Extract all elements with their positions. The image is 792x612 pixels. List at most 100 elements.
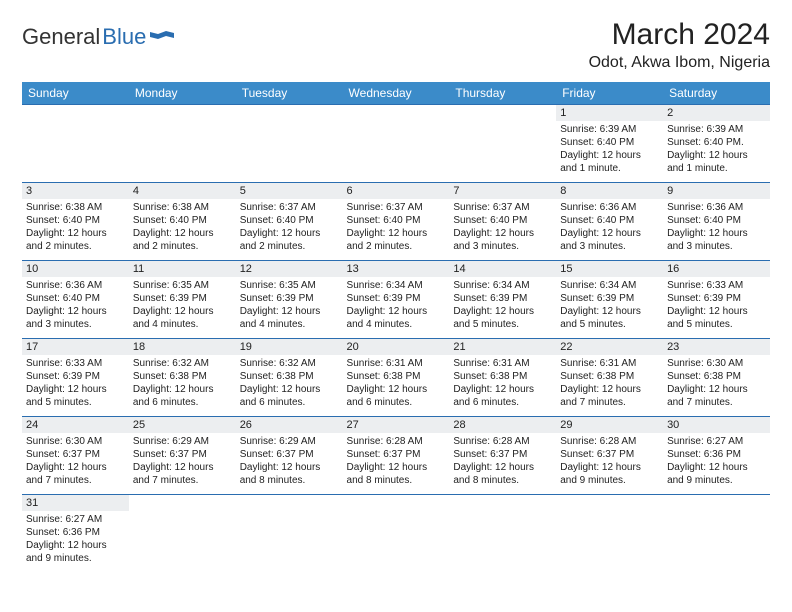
calendar-cell: 8Sunrise: 6:36 AMSunset: 6:40 PMDaylight…: [556, 183, 663, 261]
sunset-text: Sunset: 6:38 PM: [240, 370, 339, 383]
calendar-cell: 11 Sunrise: 6:35 AMSunset: 6:39 PMDayligh…: [129, 261, 236, 339]
calendar-cell: 13Sunrise: 6:34 AMSunset: 6:39 PMDayligh…: [343, 261, 450, 339]
sun-data: Sunrise: 6:35 AMSunset: 6:39 PMDaylight:…: [133, 279, 232, 331]
calendar-cell: 1Sunrise: 6:39 AMSunset: 6:40 PMDaylight…: [556, 105, 663, 183]
sunrise-text: Sunrise: 6:35 AM: [133, 279, 232, 292]
calendar-table: SundayMondayTuesdayWednesdayThursdayFrid…: [22, 82, 770, 573]
sunset-text: Sunset: 6:37 PM: [26, 448, 125, 461]
calendar-row: 24Sunrise: 6:30 AMSunset: 6:37 PMDayligh…: [22, 417, 770, 495]
calendar-row: 10 Sunrise: 6:36 AMSunset: 6:40 PMDayligh…: [22, 261, 770, 339]
day-number: 17: [22, 339, 129, 355]
sun-data: Sunrise: 6:34 AMSunset: 6:39 PMDaylight:…: [560, 279, 659, 331]
sunset-text: Sunset: 6:38 PM: [667, 370, 766, 383]
location: Odot, Akwa Ibom, Nigeria: [589, 54, 770, 72]
sun-data: Sunrise: 6:36 AMSunset: 6:40 PMDaylight:…: [26, 279, 125, 331]
calendar-cell: 2Sunrise: 6:39 AMSunset: 6:40 PM.Dayligh…: [663, 105, 770, 183]
sunset-text: Sunset: 6:37 PM: [347, 448, 446, 461]
day-number: 25: [129, 417, 236, 433]
sunrise-text: Sunrise: 6:37 AM: [347, 201, 446, 214]
calendar-cell: 7Sunrise: 6:37 AMSunset: 6:40 PMDaylight…: [449, 183, 556, 261]
sunrise-text: Sunrise: 6:37 AM: [240, 201, 339, 214]
daylight-text: Daylight: 12 hours and 8 minutes.: [453, 461, 552, 487]
sunrise-text: Sunrise: 6:34 AM: [560, 279, 659, 292]
day-number: 3: [22, 183, 129, 199]
sunset-text: Sunset: 6:39 PM: [560, 292, 659, 305]
sunset-text: Sunset: 6:37 PM: [560, 448, 659, 461]
daylight-text: Daylight: 12 hours and 8 minutes.: [347, 461, 446, 487]
sunrise-text: Sunrise: 6:36 AM: [560, 201, 659, 214]
daylight-text: Daylight: 12 hours and 7 minutes.: [133, 461, 232, 487]
sunrise-text: Sunrise: 6:39 AM: [560, 123, 659, 136]
sun-data: Sunrise: 6:32 AMSunset: 6:38 PMDaylight:…: [133, 357, 232, 409]
sun-data: Sunrise: 6:30 AMSunset: 6:37 PMDaylight:…: [26, 435, 125, 487]
daylight-text: Daylight: 12 hours and 6 minutes.: [133, 383, 232, 409]
weekday-header: Sunday: [22, 82, 129, 105]
calendar-cell: 22Sunrise: 6:31 AMSunset: 6:38 PMDayligh…: [556, 339, 663, 417]
day-number: 5: [236, 183, 343, 199]
sunset-text: Sunset: 6:40 PM: [560, 136, 659, 149]
sunrise-text: Sunrise: 6:29 AM: [133, 435, 232, 448]
day-number: 8: [556, 183, 663, 199]
daylight-text: Daylight: 12 hours and 5 minutes.: [560, 305, 659, 331]
calendar-cell: 24Sunrise: 6:30 AMSunset: 6:37 PMDayligh…: [22, 417, 129, 495]
day-number: 29: [556, 417, 663, 433]
sunrise-text: Sunrise: 6:36 AM: [667, 201, 766, 214]
sunset-text: Sunset: 6:40 PM: [560, 214, 659, 227]
day-number: 4: [129, 183, 236, 199]
sunrise-text: Sunrise: 6:34 AM: [347, 279, 446, 292]
day-number: 12: [236, 261, 343, 277]
sunrise-text: Sunrise: 6:36 AM: [26, 279, 125, 292]
month-title: March 2024: [589, 18, 770, 52]
sunset-text: Sunset: 6:40 PM: [667, 214, 766, 227]
sun-data: Sunrise: 6:28 AMSunset: 6:37 PMDaylight:…: [347, 435, 446, 487]
daylight-text: Daylight: 12 hours and 6 minutes.: [347, 383, 446, 409]
sunset-text: Sunset: 6:38 PM: [453, 370, 552, 383]
calendar-cell: 19Sunrise: 6:32 AMSunset: 6:38 PMDayligh…: [236, 339, 343, 417]
sunrise-text: Sunrise: 6:27 AM: [667, 435, 766, 448]
day-number: 23: [663, 339, 770, 355]
calendar-row: 3Sunrise: 6:38 AMSunset: 6:40 PMDaylight…: [22, 183, 770, 261]
day-number: 30: [663, 417, 770, 433]
sun-data: Sunrise: 6:31 AMSunset: 6:38 PMDaylight:…: [347, 357, 446, 409]
sun-data: Sunrise: 6:31 AMSunset: 6:38 PMDaylight:…: [560, 357, 659, 409]
day-number: 11: [129, 261, 236, 277]
calendar-cell: 6 Sunrise: 6:37 AMSunset: 6:40 PMDaylight…: [343, 183, 450, 261]
day-number: 6: [343, 183, 450, 199]
sunset-text: Sunset: 6:40 PM: [453, 214, 552, 227]
daylight-text: Daylight: 12 hours and 7 minutes.: [560, 383, 659, 409]
sunset-text: Sunset: 6:39 PM: [26, 370, 125, 383]
daylight-text: Daylight: 12 hours and 9 minutes.: [26, 539, 125, 565]
daylight-text: Daylight: 12 hours and 3 minutes.: [667, 227, 766, 253]
daylight-text: Daylight: 12 hours and 5 minutes.: [453, 305, 552, 331]
sunset-text: Sunset: 6:37 PM: [133, 448, 232, 461]
day-number: 20: [343, 339, 450, 355]
logo-text-2: Blue: [102, 24, 146, 50]
calendar-cell: 29Sunrise: 6:28 AMSunset: 6:37 PMDayligh…: [556, 417, 663, 495]
sunset-text: Sunset: 6:40 PM: [133, 214, 232, 227]
sunset-text: Sunset: 6:39 PM: [240, 292, 339, 305]
sun-data: Sunrise: 6:37 AMSunset: 6:40 PMDaylight:…: [240, 201, 339, 253]
sunset-text: Sunset: 6:40 PM: [26, 214, 125, 227]
sunrise-text: Sunrise: 6:32 AM: [133, 357, 232, 370]
sunset-text: Sunset: 6:40 PM: [240, 214, 339, 227]
sunrise-text: Sunrise: 6:39 AM: [667, 123, 766, 136]
calendar-cell: 14Sunrise: 6:34 AMSunset: 6:39 PMDayligh…: [449, 261, 556, 339]
daylight-text: Daylight: 12 hours and 7 minutes.: [667, 383, 766, 409]
sun-data: Sunrise: 6:27 AMSunset: 6:36 PMDaylight:…: [26, 513, 125, 565]
day-number: 9: [663, 183, 770, 199]
daylight-text: Daylight: 12 hours and 5 minutes.: [26, 383, 125, 409]
calendar-cell: [663, 495, 770, 573]
sun-data: Sunrise: 6:29 AMSunset: 6:37 PMDaylight:…: [240, 435, 339, 487]
calendar-row: 31Sunrise: 6:27 AMSunset: 6:36 PMDayligh…: [22, 495, 770, 573]
sun-data: Sunrise: 6:37 AMSunset: 6:40 PMDaylight:…: [347, 201, 446, 253]
calendar-cell: 20 Sunrise: 6:31 AMSunset: 6:38 PMDayligh…: [343, 339, 450, 417]
sunset-text: Sunset: 6:39 PM: [347, 292, 446, 305]
weekday-header: Tuesday: [236, 82, 343, 105]
weekday-header: Friday: [556, 82, 663, 105]
daylight-text: Daylight: 12 hours and 3 minutes.: [453, 227, 552, 253]
sunset-text: Sunset: 6:40 PM.: [667, 136, 766, 149]
daylight-text: Daylight: 12 hours and 6 minutes.: [453, 383, 552, 409]
day-number: 26: [236, 417, 343, 433]
day-number: 10: [22, 261, 129, 277]
daylight-text: Daylight: 12 hours and 1 minute.: [667, 149, 766, 175]
